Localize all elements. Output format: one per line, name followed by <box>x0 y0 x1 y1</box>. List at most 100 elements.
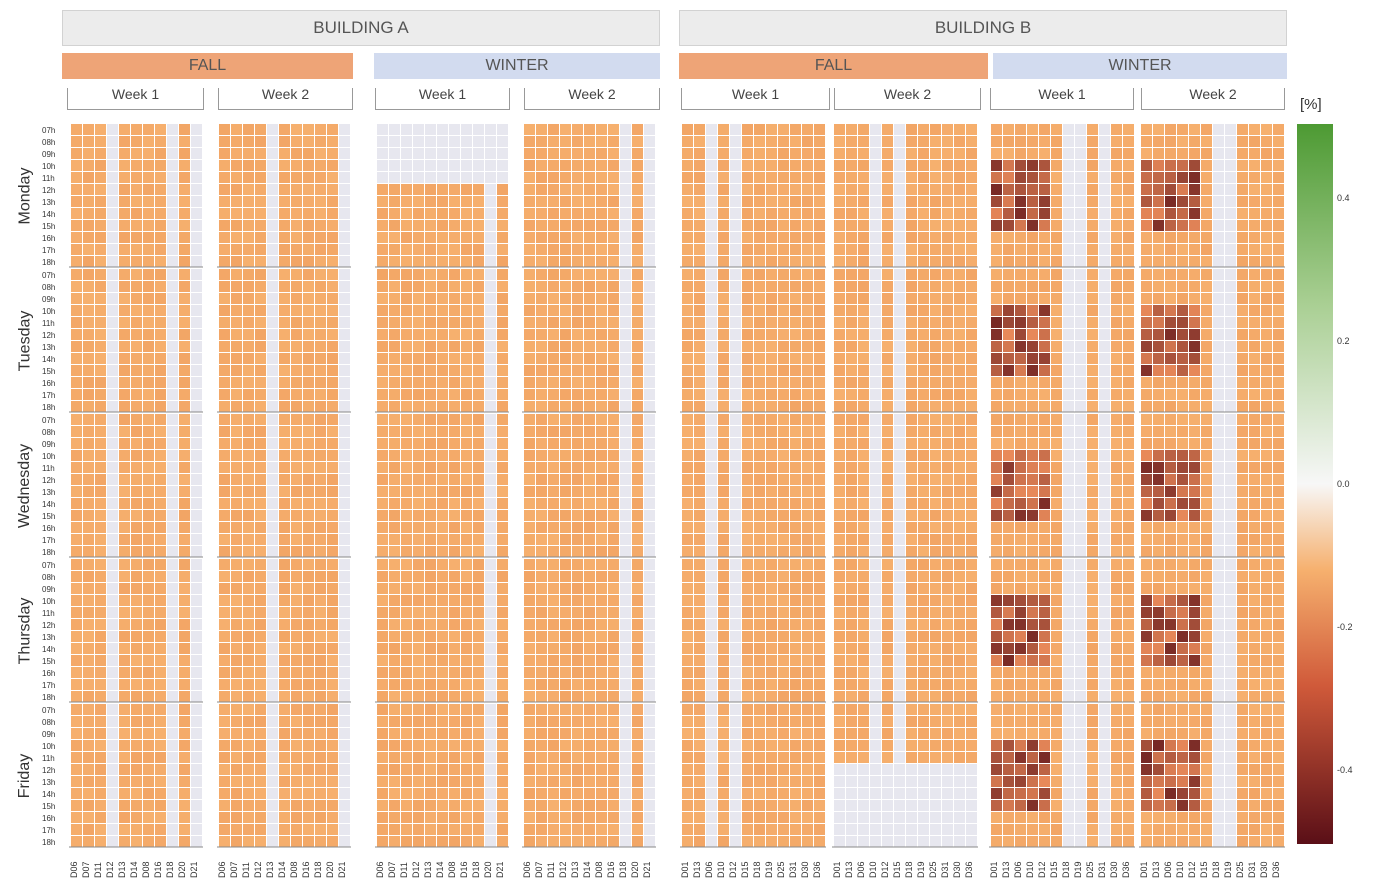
heatmap-cell <box>449 353 460 364</box>
heatmap-cell <box>894 595 905 606</box>
heatmap-cell <box>730 220 741 231</box>
heatmap-cell <box>449 426 460 437</box>
heatmap-cell <box>778 401 789 412</box>
heatmap-cell <box>682 377 693 388</box>
heatmap-cell <box>1027 196 1038 207</box>
heatmap-cell <box>107 812 118 823</box>
heatmap-cell <box>1027 438 1038 449</box>
heatmap-cell <box>71 776 82 787</box>
heatmap-cell <box>942 595 953 606</box>
heatmap-cell <box>1003 788 1014 799</box>
heatmap-cell <box>119 643 130 654</box>
heatmap-cell <box>596 812 607 823</box>
heatmap-cell <box>143 655 154 666</box>
heatmap-cell <box>243 583 254 594</box>
heatmap-cell <box>143 679 154 690</box>
heatmap-cell <box>143 305 154 316</box>
heatmap-cell <box>1015 281 1026 292</box>
heatmap-cell <box>389 232 400 243</box>
heatmap-cell <box>267 691 278 702</box>
heatmap-cell <box>754 244 765 255</box>
heatmap-cell <box>572 788 583 799</box>
week-label: Week 2 <box>218 86 353 110</box>
heatmap-cell <box>966 824 977 835</box>
heatmap-cell <box>754 232 765 243</box>
heatmap-cell <box>401 353 412 364</box>
heatmap-cell <box>790 136 801 147</box>
heatmap-cell <box>644 244 655 255</box>
heatmap-cell <box>473 365 484 376</box>
heatmap-cell <box>778 619 789 630</box>
heatmap-cell <box>1123 184 1134 195</box>
heatmap-cell <box>1087 365 1098 376</box>
heatmap-cell <box>1015 124 1026 135</box>
heatmap-cell <box>219 655 230 666</box>
device-tick-label: D21 <box>189 861 199 878</box>
heatmap-cell <box>814 534 825 545</box>
heatmap-cell <box>1111 389 1122 400</box>
heatmap-cell <box>906 716 917 727</box>
heatmap-cell <box>906 160 917 171</box>
heatmap-cell <box>95 220 106 231</box>
heatmap-cell <box>1123 365 1134 376</box>
heatmap-cell <box>596 256 607 267</box>
heatmap-cell <box>1039 764 1050 775</box>
heatmap-cell <box>1051 691 1062 702</box>
heatmap-cell <box>991 305 1002 316</box>
heatmap-cell <box>754 788 765 799</box>
heatmap-cell <box>267 220 278 231</box>
heatmap-cell <box>377 389 388 400</box>
heatmap-cell <box>536 800 547 811</box>
heatmap-cell <box>620 728 631 739</box>
heatmap-cell <box>167 136 178 147</box>
heatmap-cell <box>179 232 190 243</box>
heatmap-cell <box>882 764 893 775</box>
heatmap-cell <box>942 800 953 811</box>
heatmap-cell <box>584 293 595 304</box>
heatmap-cell <box>327 764 338 775</box>
heatmap-cell <box>730 764 741 775</box>
heatmap-cell <box>179 812 190 823</box>
heatmap-cell <box>279 704 290 715</box>
heatmap-cell <box>942 788 953 799</box>
heatmap-cell <box>1087 281 1098 292</box>
heatmap-cell <box>1111 438 1122 449</box>
heatmap-cell <box>1015 740 1026 751</box>
heatmap-cell <box>95 534 106 545</box>
heatmap-cell <box>327 716 338 727</box>
heatmap-cell <box>802 800 813 811</box>
heatmap-cell <box>778 377 789 388</box>
heatmap-cell <box>536 172 547 183</box>
heatmap-cell <box>706 607 717 618</box>
heatmap-cell <box>219 836 230 847</box>
heatmap-cell <box>1039 776 1050 787</box>
heatmap-cell <box>71 655 82 666</box>
heatmap-cell <box>790 305 801 316</box>
heatmap-cell <box>449 124 460 135</box>
heatmap-cell <box>1027 124 1038 135</box>
heatmap-cell <box>754 740 765 751</box>
heatmap-cell <box>1099 329 1110 340</box>
heatmap-cell <box>742 389 753 400</box>
heatmap-cell <box>834 353 845 364</box>
heatmap-cell <box>536 256 547 267</box>
heatmap-cell <box>1039 196 1050 207</box>
heatmap-cell <box>315 462 326 473</box>
heatmap-cell <box>1141 172 1152 183</box>
heatmap-cell <box>608 559 619 570</box>
heatmap-cell <box>327 776 338 787</box>
heatmap-cell <box>906 571 917 582</box>
heatmap-cell <box>894 462 905 473</box>
heatmap-cell <box>942 329 953 340</box>
heatmap-cell <box>548 776 559 787</box>
heatmap-cell <box>572 534 583 545</box>
heatmap-cell <box>942 571 953 582</box>
heatmap-cell <box>425 148 436 159</box>
heatmap-cell <box>315 800 326 811</box>
heatmap-cell <box>608 341 619 352</box>
heatmap-cell <box>918 220 929 231</box>
heatmap-cell <box>846 317 857 328</box>
heatmap-cell <box>131 172 142 183</box>
heatmap-cell <box>1015 450 1026 461</box>
heatmap-cell <box>267 679 278 690</box>
